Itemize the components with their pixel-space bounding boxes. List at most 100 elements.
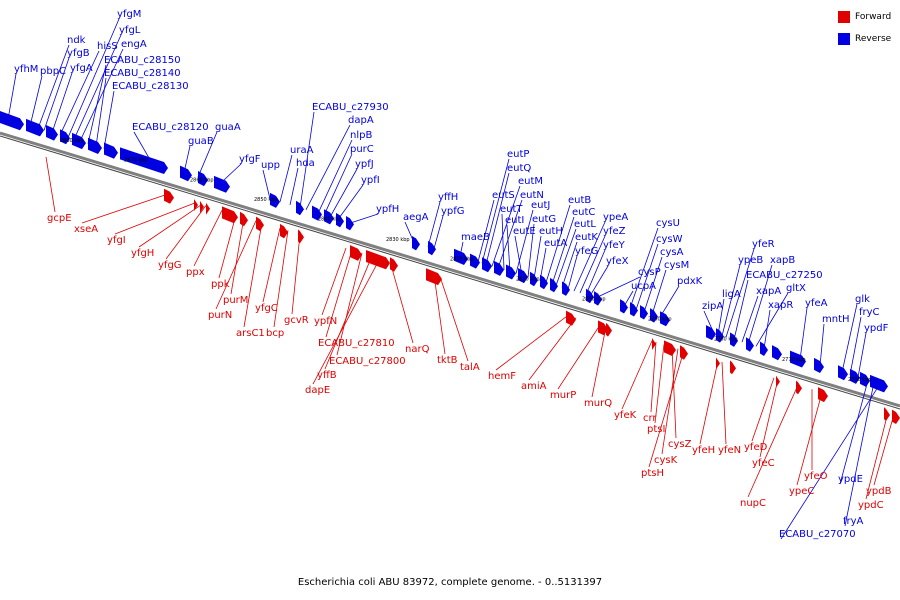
legend-forward: Forward xyxy=(838,10,891,24)
forward-gene-label: yfeN xyxy=(718,445,741,456)
tick-label: 2860 kbp xyxy=(190,178,214,184)
reverse-gene-label: eutI xyxy=(505,215,524,226)
forward-leader xyxy=(591,326,607,398)
reverse-gene xyxy=(428,240,436,256)
forward-leader xyxy=(325,249,353,338)
reverse-leader xyxy=(29,75,43,127)
genome-axis-shadow xyxy=(0,135,900,410)
reverse-leader xyxy=(7,73,17,120)
reverse-leader xyxy=(841,303,858,373)
reverse-gene-label: purC xyxy=(350,144,374,155)
reverse-gene xyxy=(814,357,824,373)
forward-leader xyxy=(230,216,245,295)
reverse-leader xyxy=(755,292,789,347)
reverse-leader xyxy=(329,168,358,218)
reverse-gene-label: eutP xyxy=(507,149,529,160)
tick-label: 2820 kbp xyxy=(450,257,474,263)
legend-reverse-label: Reverse xyxy=(855,34,892,44)
reverse-gene-label: fryA xyxy=(843,516,864,527)
forward-gene xyxy=(652,336,656,350)
reverse-leader xyxy=(87,64,107,144)
reverse-leader xyxy=(533,235,542,280)
reverse-leader xyxy=(279,154,293,203)
reverse-gene xyxy=(550,277,558,293)
reverse-gene-label: yffH xyxy=(438,192,458,203)
reverse-gene-label: ECABU_c27070 xyxy=(779,529,856,540)
reverse-leader xyxy=(515,209,534,274)
reverse-leader xyxy=(573,221,606,292)
reverse-gene-label: glk xyxy=(855,294,870,305)
forward-gene-label: purN xyxy=(208,310,232,321)
forward-gene-label: bcp xyxy=(266,328,284,339)
reverse-leader xyxy=(643,256,663,313)
reverse-leader xyxy=(427,201,441,247)
forward-gene xyxy=(194,197,198,212)
tick-label: 2840 kbp xyxy=(318,216,342,222)
forward-gene xyxy=(892,409,900,424)
forward-gene-label: ypeC xyxy=(789,486,814,497)
reverse-leader xyxy=(289,167,299,206)
reverse-leader xyxy=(514,235,523,276)
reverse-gene-label: eutA xyxy=(544,238,567,249)
reverse-leader xyxy=(491,185,521,267)
reverse-leader xyxy=(545,204,571,283)
reverse-leader xyxy=(741,295,759,343)
reverse-leader xyxy=(183,145,191,173)
reverse-gene-label: yfgL xyxy=(119,25,141,36)
reverse-gene-label: pdxK xyxy=(677,276,703,287)
reverse-leader xyxy=(103,90,115,149)
reverse-leader xyxy=(323,153,353,216)
reverse-leader xyxy=(585,249,606,295)
reverse-gene xyxy=(716,328,724,343)
reverse-gene xyxy=(772,345,782,361)
forward-leader xyxy=(193,210,223,267)
forward-gene-label: dapE xyxy=(305,385,330,396)
reverse-leader xyxy=(262,169,271,199)
forward-leader xyxy=(751,377,775,442)
reverse-gene xyxy=(790,350,806,368)
reverse-leader xyxy=(317,139,353,214)
reverse-leader xyxy=(561,241,578,288)
reverse-leader xyxy=(579,235,606,294)
reverse-leader xyxy=(459,241,464,257)
forward-gene xyxy=(606,322,612,337)
reverse-gene-label: ECABU_c27250 xyxy=(746,270,823,281)
forward-leader xyxy=(262,227,281,303)
reverse-gene-label: uraA xyxy=(290,145,314,156)
forward-leader xyxy=(324,255,373,370)
forward-gene-label: yffB xyxy=(317,370,337,381)
reverse-gene-label: yfeX xyxy=(606,256,629,267)
forward-leader xyxy=(495,314,569,371)
reverse-leader xyxy=(589,265,609,297)
reverse-gene-label: yfeR xyxy=(752,239,775,250)
reverse-leader xyxy=(51,72,73,133)
forward-gene-label: yfgG xyxy=(158,260,182,271)
forward-gene xyxy=(796,380,802,395)
forward-gene-label: cysZ xyxy=(668,439,692,450)
reverse-leader xyxy=(717,298,725,335)
reverse-gene xyxy=(506,264,516,280)
reverse-gene xyxy=(838,365,848,381)
forward-gene xyxy=(256,216,264,232)
reverse-leader xyxy=(747,264,773,345)
reverse-gene xyxy=(630,302,638,317)
forward-leader xyxy=(433,274,446,355)
forward-gene-label: talA xyxy=(460,362,480,373)
tick-label: 2810 kbp xyxy=(516,277,540,283)
reverse-leader xyxy=(59,50,100,136)
reverse-gene-label: gltX xyxy=(786,283,806,294)
caption: Escherichia coli ABU 83972, complete gen… xyxy=(297,577,603,588)
reverse-gene xyxy=(540,274,548,290)
reverse-leader xyxy=(219,163,242,185)
reverse-leader xyxy=(857,332,867,378)
reverse-gene-label: cysP xyxy=(638,267,661,278)
reverse-leader xyxy=(197,131,218,178)
forward-leader xyxy=(873,414,895,486)
reverse-leader xyxy=(349,213,379,224)
reverse-leader xyxy=(404,221,415,243)
forward-leader xyxy=(650,341,657,413)
reverse-gene-label: fryC xyxy=(859,307,880,318)
forward-leader xyxy=(747,384,799,498)
reverse-gene xyxy=(494,260,504,276)
forward-leader xyxy=(81,193,169,224)
